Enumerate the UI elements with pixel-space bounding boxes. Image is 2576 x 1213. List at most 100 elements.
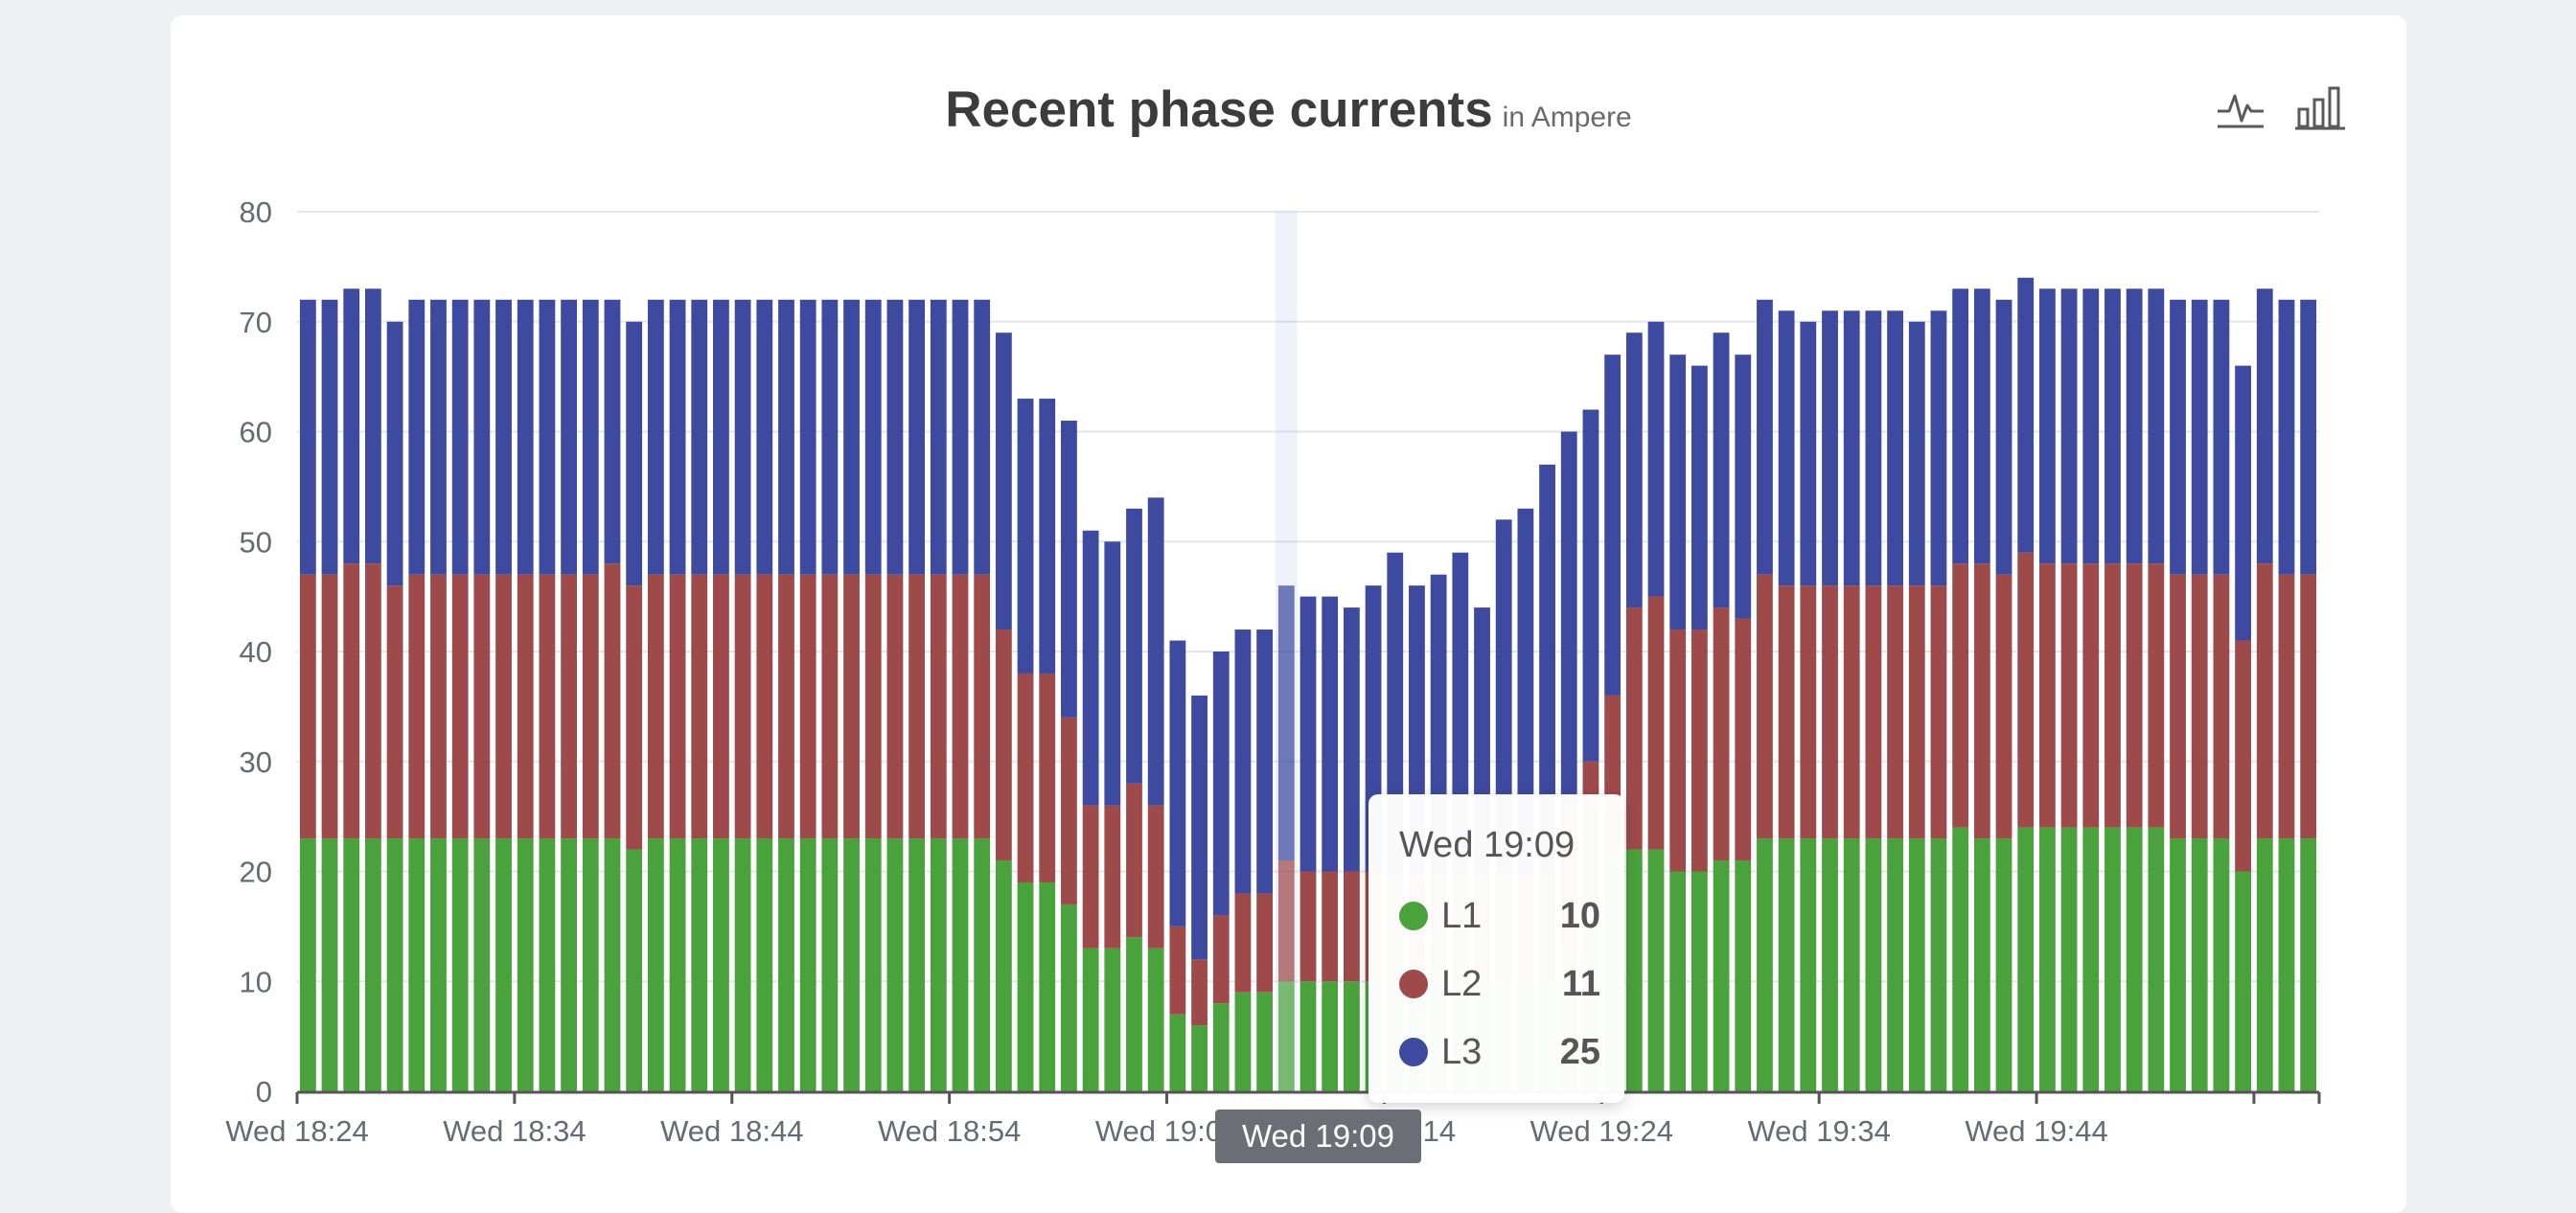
y-tick-label: 60 <box>240 416 272 449</box>
bar-l1 <box>778 838 794 1091</box>
bar-l2 <box>1887 585 1903 839</box>
bar-l2 <box>408 574 426 839</box>
bar-l3 <box>974 299 991 575</box>
line-chart-icon[interactable] <box>2212 79 2269 136</box>
bar-l2 <box>1017 673 1034 882</box>
bar-l3 <box>539 299 556 575</box>
bar-l2 <box>1277 860 1295 982</box>
bar-l3 <box>1757 299 1773 575</box>
bar-l1 <box>1757 838 1773 1091</box>
bar-l1 <box>1822 838 1838 1091</box>
bar-l3 <box>1169 640 1186 927</box>
bar-l2 <box>1647 596 1665 850</box>
bar-l2 <box>1191 959 1208 1026</box>
bar-l3 <box>1800 321 1817 586</box>
bar-l1 <box>1126 937 1142 1091</box>
bar-l3 <box>2235 365 2251 641</box>
bar-l3 <box>1212 652 1230 916</box>
bar-l3 <box>299 299 316 575</box>
bar-l3 <box>2300 299 2317 575</box>
bar-l1 <box>1169 1014 1186 1091</box>
bar-l2 <box>778 574 794 839</box>
bar-l3 <box>2082 288 2100 564</box>
bar-l2 <box>365 563 381 839</box>
bar-l3 <box>1582 409 1599 762</box>
bar-l1 <box>1669 871 1687 1091</box>
bar-l1 <box>473 838 491 1091</box>
bar-l2 <box>1973 563 1990 839</box>
bar-l3 <box>1191 695 1208 960</box>
bar-l1 <box>626 849 643 1091</box>
bar-l2 <box>1039 673 1056 882</box>
bar-l2 <box>2278 574 2295 839</box>
bar-l2 <box>1256 893 1274 993</box>
tooltip: Wed 19:09 L1 10 L2 11 L3 25 <box>1368 794 1624 1103</box>
bar-l1 <box>669 838 686 1091</box>
bar-l1 <box>321 838 338 1091</box>
bar-l1 <box>843 838 860 1091</box>
bar-l3 <box>2060 288 2078 564</box>
bar-l2 <box>1952 563 1969 828</box>
bar-l2 <box>517 574 534 839</box>
bar-l1 <box>799 838 816 1091</box>
bar-l3 <box>1865 310 1882 586</box>
l1-dot-icon <box>1399 902 1428 930</box>
bar-l2 <box>1800 585 1817 839</box>
bar-l3 <box>1300 596 1317 872</box>
bar-l2 <box>430 574 447 839</box>
tooltip-series-value: 11 <box>1561 964 1600 1004</box>
bar-l1 <box>343 838 360 1091</box>
bar-l1 <box>995 860 1012 1091</box>
bar-l2 <box>1343 871 1360 982</box>
bar-l3 <box>561 299 577 575</box>
bar-l3 <box>1387 552 1404 872</box>
bar-l1 <box>1147 948 1164 1091</box>
bar-l1 <box>1690 871 1708 1091</box>
bar-l3 <box>1343 607 1360 872</box>
bar-l2 <box>1822 585 1838 839</box>
bar-l3 <box>886 299 904 575</box>
bar-l2 <box>495 574 512 839</box>
x-tick-label: Wed 19:04 <box>1095 1114 1238 1148</box>
bar-l1 <box>1234 992 1252 1091</box>
bar-l2 <box>1778 585 1795 839</box>
bar-l1 <box>2060 827 2078 1091</box>
bar-l2 <box>2170 574 2186 839</box>
bar-l3 <box>408 299 426 575</box>
bar-l1 <box>408 838 426 1091</box>
bar-l3 <box>734 299 751 575</box>
bar-l3 <box>1625 332 1643 608</box>
bar-l1 <box>1995 838 2012 1091</box>
bar-l3 <box>1495 519 1512 872</box>
tooltip-time: Wed 19:09 <box>1399 825 1576 865</box>
bar-l1 <box>1212 1003 1230 1091</box>
bar-l2 <box>321 574 338 839</box>
bar-l3 <box>930 299 947 575</box>
bar-l1 <box>1865 838 1882 1091</box>
bar-l2 <box>1713 607 1730 861</box>
bar-l2 <box>886 574 904 839</box>
bar-l3 <box>864 299 882 575</box>
bar-l3 <box>1669 355 1687 630</box>
bar-l1 <box>1908 838 1925 1091</box>
bar-l3 <box>1822 310 1838 586</box>
bar-l2 <box>1625 607 1643 850</box>
bar-l2 <box>2300 574 2317 839</box>
bar-l1 <box>886 838 904 1091</box>
bar-chart-icon[interactable] <box>2291 79 2349 136</box>
bar-l3 <box>1234 629 1252 894</box>
bar-l1 <box>2213 838 2230 1091</box>
bar-l1 <box>1647 849 1665 1091</box>
bar-l1 <box>1843 838 1860 1091</box>
chart-unit-text: in Ampere <box>1502 102 1632 133</box>
bar-l2 <box>2148 563 2165 828</box>
bar-l1 <box>1800 838 1817 1091</box>
bar-l3 <box>1539 464 1555 872</box>
bar-l3 <box>713 299 729 575</box>
bar-l1 <box>2278 838 2295 1091</box>
bar-l3 <box>430 299 447 575</box>
bar-l2 <box>1995 574 2012 839</box>
bar-l1 <box>451 838 469 1091</box>
bar-l2 <box>799 574 816 839</box>
bar-l1 <box>1625 849 1643 1091</box>
